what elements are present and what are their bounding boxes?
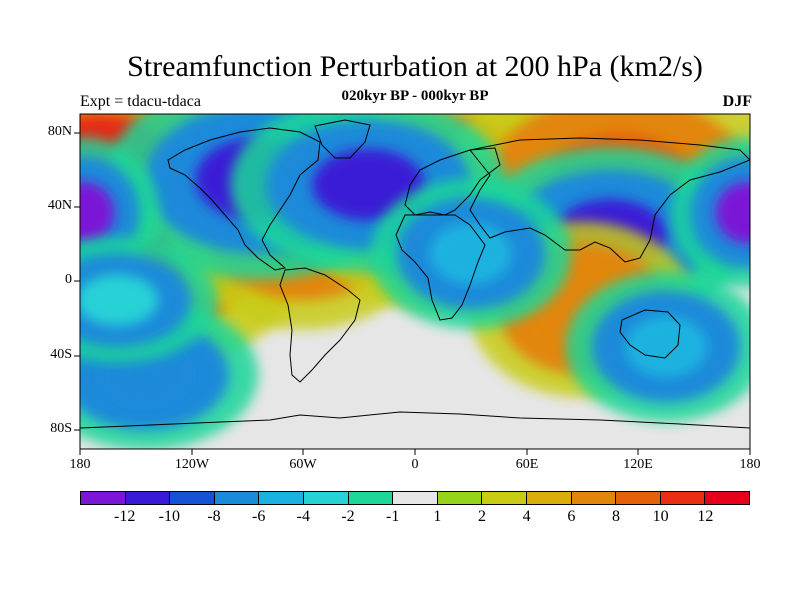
colorbar-label: 1 [433, 508, 442, 525]
axis-ticks [74, 132, 751, 455]
field-core [80, 274, 159, 326]
lat-tick-label: 40S [50, 347, 72, 362]
lon-tick-label: 180 [69, 457, 91, 472]
lon-tick-label: 60W [289, 457, 317, 472]
lat-tick-label: 80N [47, 124, 72, 139]
colorbar-label: -8 [207, 508, 221, 525]
colorbar-cell [125, 492, 171, 504]
colorbar-label: 8 [612, 508, 620, 525]
lat-tick-label: 0 [65, 272, 72, 287]
plot-title: Streamfunction Perturbation at 200 hPa (… [127, 50, 703, 83]
field-core [312, 148, 425, 221]
field-core [715, 181, 750, 244]
field-core [429, 222, 512, 285]
lon-tick-label: 60E [515, 457, 539, 472]
colorbar-cell [393, 492, 438, 504]
colorbar-cell [437, 492, 483, 504]
field-core [80, 181, 115, 244]
colorbar-cell [348, 492, 394, 504]
lon-tick-label: 180 [739, 457, 761, 472]
colorbar [80, 491, 750, 505]
colorbar-label: 10 [652, 508, 669, 525]
colorbar-cell [482, 492, 527, 504]
experiment-label: Expt = tdacu-tdaca [80, 93, 201, 110]
colorbar-cell [705, 492, 749, 504]
colorbar-cell [214, 492, 260, 504]
colorbar-label: -2 [341, 508, 355, 525]
colorbar-label: 6 [567, 508, 576, 525]
colorbar-label: -4 [296, 508, 310, 525]
plot-subtitle: 020kyr BP - 000kyr BP [341, 88, 489, 104]
field-layer [80, 114, 750, 449]
colorbar-label: 4 [522, 508, 531, 525]
colorbar-cell [259, 492, 304, 504]
colorbar-cell [81, 492, 126, 504]
lon-tick-label: 120W [174, 457, 210, 472]
colorbar-cell [526, 492, 572, 504]
colorbar-cell [303, 492, 349, 504]
colorbar-label: 2 [478, 508, 486, 525]
colorbar-label: -10 [158, 508, 180, 525]
colorbar-label: 12 [697, 508, 714, 525]
colorbar-cell [571, 492, 617, 504]
lat-tick-label: 80S [50, 421, 72, 436]
colorbar-cell [660, 492, 706, 504]
colorbar-cell [616, 492, 661, 504]
colorbar-label: -12 [113, 508, 136, 525]
season-label: DJF [722, 93, 752, 110]
colorbar-cell [170, 492, 215, 504]
colorbar-label: -6 [251, 508, 266, 525]
field-core [625, 315, 708, 378]
lon-tick-label: 120E [623, 457, 653, 472]
coastline [80, 119, 750, 429]
lat-tick-label: 40N [47, 198, 72, 213]
lon-tick-label: 0 [411, 457, 419, 472]
colorbar-label: -1 [385, 508, 400, 525]
